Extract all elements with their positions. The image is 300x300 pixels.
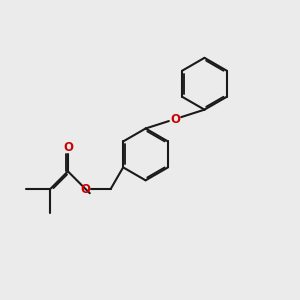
Text: O: O [81,182,91,196]
Text: O: O [170,112,180,126]
Text: O: O [63,141,73,154]
